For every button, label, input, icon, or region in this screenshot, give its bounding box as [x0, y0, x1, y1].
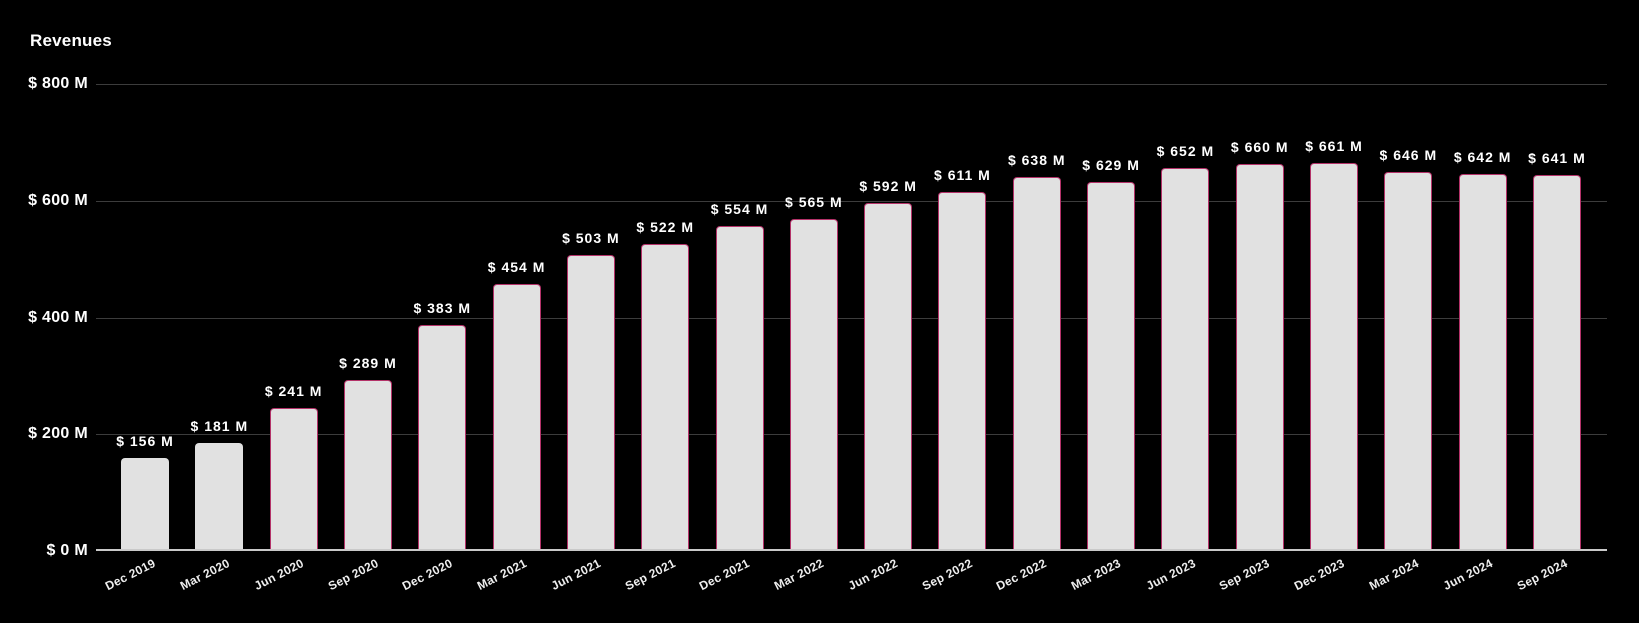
value-label: $ 156 M [116, 433, 174, 449]
y-tick-label: $ 400 M [28, 308, 88, 326]
y-tick-label: $ 200 M [28, 425, 88, 443]
bar-jun-2020[interactable] [269, 408, 318, 549]
x-tick-label: Sep 2024 [1514, 556, 1570, 594]
x-tick-label: Mar 2024 [1366, 556, 1421, 593]
value-label: $ 454 M [487, 259, 546, 275]
value-label: $ 289 M [339, 355, 397, 371]
x-tick-label: Mar 2021 [474, 556, 529, 593]
bar-slot: $ 565 M Mar 2022 [772, 84, 842, 593]
y-tick-label: $ 600 M [28, 191, 88, 209]
value-label: $ 629 M [1082, 157, 1140, 173]
y-tick-label: $ 0 M [46, 542, 88, 559]
gridline-600 [96, 200, 1607, 202]
bar-sep-2020[interactable] [343, 380, 392, 549]
value-label: $ 503 M [562, 230, 620, 246]
bar-slot: $ 383 M Dec 2020 [400, 84, 470, 593]
bar-mar-2024[interactable] [1384, 172, 1433, 549]
bar-slot: $ 241 M Jun 2020 [252, 84, 322, 593]
bar-sep-2021[interactable] [641, 244, 690, 549]
gridline-800 [96, 84, 1607, 85]
value-label: $ 241 M [264, 383, 323, 399]
bar-mar-2023[interactable] [1087, 182, 1136, 549]
y-tick-label: $ 800 M [28, 75, 88, 92]
bar-mar-2020[interactable] [195, 443, 244, 549]
bar-jun-2024[interactable] [1458, 174, 1507, 549]
bar-dec-2023[interactable] [1310, 163, 1358, 549]
bar-slot: $ 641 M Sep 2024 [1514, 84, 1584, 593]
x-tick-label: Mar 2023 [1069, 556, 1124, 593]
bar-mar-2022[interactable] [789, 219, 838, 549]
x-tick-label: Jun 2024 [1440, 556, 1495, 593]
value-label: $ 554 M [710, 201, 769, 217]
bar-slot: $ 289 M Sep 2020 [325, 84, 395, 593]
bar-slot: $ 638 M Dec 2022 [994, 84, 1064, 593]
bar-slot: $ 660 M Sep 2023 [1217, 84, 1287, 593]
bar-jun-2022[interactable] [864, 203, 913, 549]
bar-slot: $ 554 M Dec 2021 [697, 84, 767, 593]
x-axis-line [96, 549, 1607, 551]
value-label: $ 383 M [413, 300, 472, 316]
bar-slot: $ 646 M Mar 2024 [1366, 84, 1436, 593]
x-tick-label: Dec 2020 [399, 556, 455, 594]
bars-region: $ 156 M Dec 2019 $ 181 M Mar 2020 $ 241 M Jun… [102, 84, 1584, 593]
value-label: $ 611 M [934, 167, 991, 183]
bar-mar-2021[interactable] [492, 284, 541, 549]
value-label: $ 522 M [636, 219, 694, 235]
bar-dec-2021[interactable] [715, 226, 764, 549]
x-tick-label: Mar 2022 [771, 556, 827, 593]
x-tick-label: Sep 2020 [325, 556, 381, 594]
x-tick-label: Jun 2020 [251, 556, 306, 593]
bar-slot: $ 629 M Mar 2023 [1069, 84, 1139, 593]
bar-sep-2024[interactable] [1532, 175, 1581, 549]
bar-jun-2021[interactable] [566, 255, 615, 549]
bar-dec-2022[interactable] [1012, 177, 1061, 549]
value-label: $ 181 M [190, 418, 249, 434]
bar-slot: $ 522 M Sep 2021 [623, 84, 693, 593]
x-tick-label: Dec 2021 [696, 556, 752, 594]
x-tick-label: Dec 2019 [102, 556, 158, 594]
value-label: $ 652 M [1156, 143, 1215, 159]
bar-slot: $ 652 M Jun 2023 [1143, 84, 1213, 593]
x-tick-label: Mar 2020 [177, 556, 232, 593]
gridline-400 [96, 317, 1607, 319]
value-label: $ 642 M [1453, 149, 1512, 165]
value-label: $ 641 M [1528, 150, 1586, 166]
value-label: $ 638 M [1007, 152, 1066, 168]
x-tick-label: Sep 2023 [1217, 556, 1273, 594]
bar-slot: $ 661 M Dec 2023 [1291, 84, 1361, 593]
x-tick-label: Jun 2023 [1143, 556, 1198, 593]
plot-area: $ 156 M Dec 2019 $ 181 M Mar 2020 $ 241 M Jun… [96, 84, 1607, 593]
bar-dec-2020[interactable] [418, 325, 467, 549]
x-tick-label: Sep 2022 [919, 556, 975, 594]
x-tick-label: Jun 2021 [548, 556, 604, 593]
bar-dec-2019[interactable] [121, 458, 169, 549]
bar-jun-2023[interactable] [1161, 168, 1210, 549]
bar-slot: $ 611 M Sep 2022 [920, 84, 990, 593]
value-label: $ 592 M [859, 178, 917, 194]
bar-sep-2022[interactable] [938, 192, 987, 549]
chart-title: Revenues [30, 31, 112, 50]
bar-slot: $ 642 M Jun 2024 [1441, 84, 1511, 593]
bar-slot: $ 181 M Mar 2020 [177, 84, 247, 593]
bar-slot: $ 503 M Jun 2021 [549, 84, 619, 593]
bar-slot: $ 454 M Mar 2021 [475, 84, 545, 593]
x-tick-label: Sep 2021 [622, 556, 678, 594]
bar-slot: $ 592 M Jun 2022 [846, 84, 916, 593]
x-tick-label: Dec 2022 [994, 556, 1050, 594]
bar-sep-2023[interactable] [1235, 164, 1284, 549]
value-label: $ 661 M [1305, 138, 1363, 154]
x-tick-label: Jun 2022 [846, 556, 901, 593]
value-label: $ 646 M [1379, 147, 1438, 163]
value-label: $ 660 M [1230, 139, 1289, 155]
value-label: $ 565 M [785, 194, 843, 210]
bar-slot: $ 156 M Dec 2019 [102, 84, 172, 593]
gridline-200 [96, 434, 1607, 436]
x-tick-label: Dec 2023 [1291, 556, 1347, 594]
